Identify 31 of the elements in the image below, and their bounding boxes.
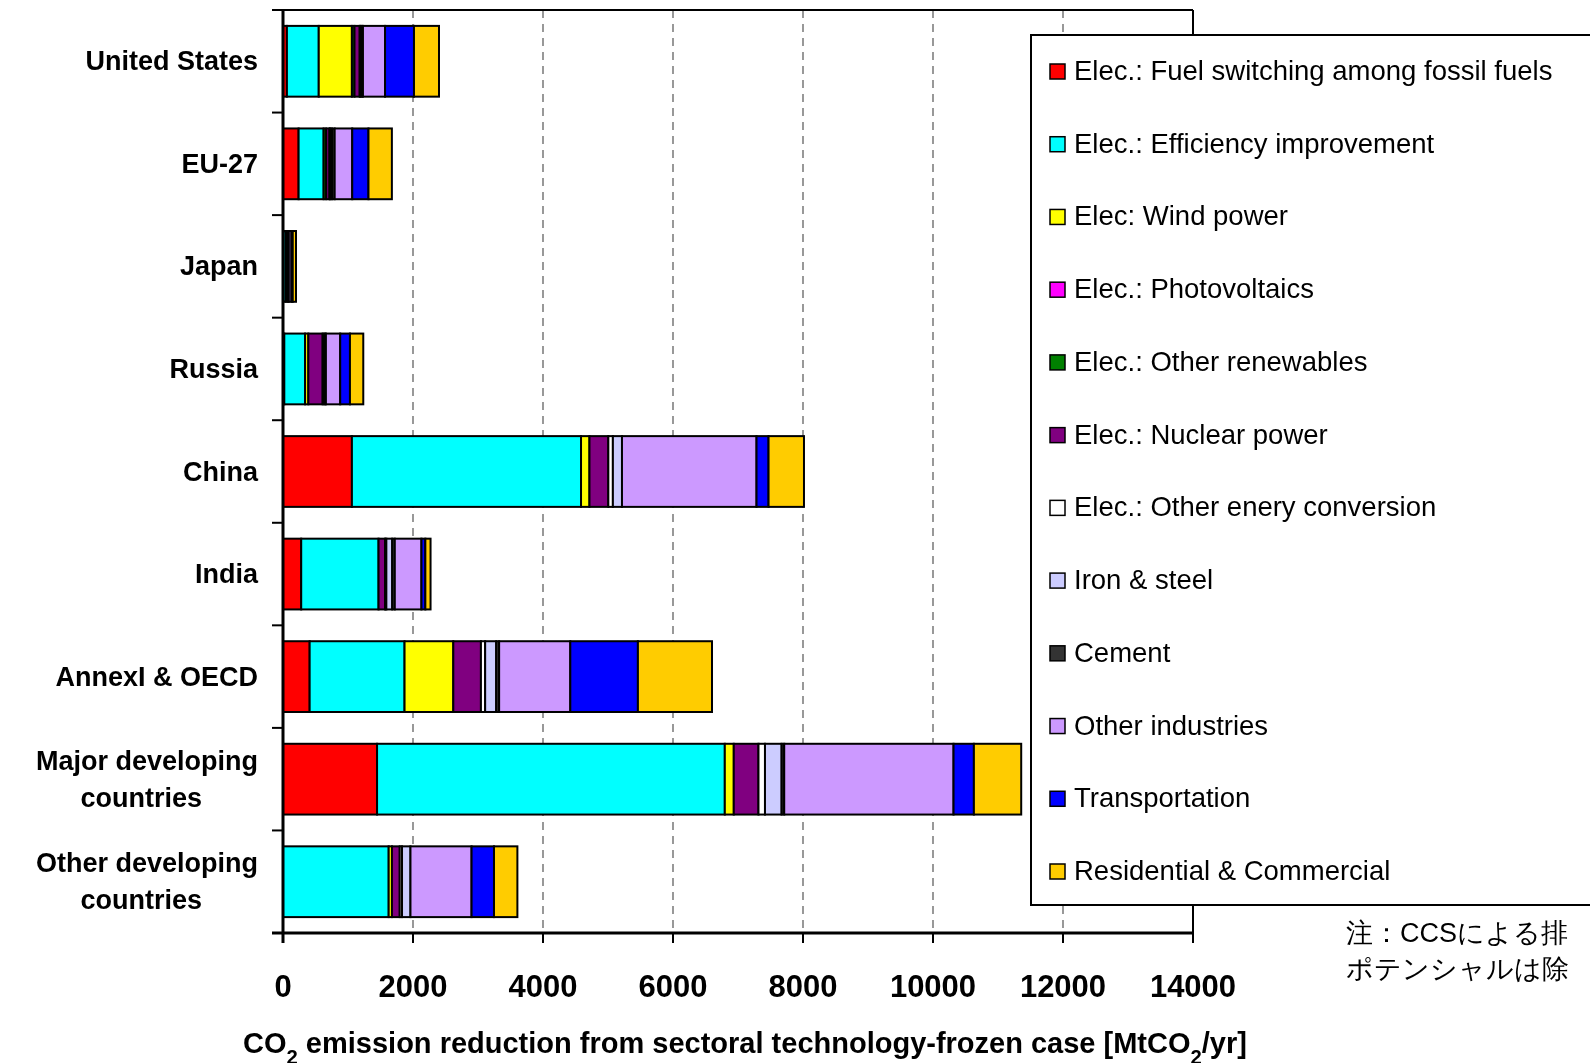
legend-label: Residential & Commercial: [1074, 855, 1391, 886]
text: ポテンシャルは除: [1346, 954, 1569, 984]
y-tick-label: China: [182, 456, 259, 487]
x-tick-label: 14000: [1149, 969, 1237, 1004]
x-tick-label: 10000: [889, 969, 977, 1004]
legend-label: Elec.: Efficiency improvement: [1074, 127, 1435, 159]
legend-label: Transportation: [1074, 782, 1251, 814]
legend-label: Cement: [1074, 636, 1171, 668]
legend-label: Elec.: Other enery conversion: [1074, 491, 1437, 523]
x-tick-label: 8000: [768, 969, 838, 1004]
x-tick-label: 0: [274, 969, 292, 1004]
x-tick-label: 6000: [638, 969, 708, 1004]
text: 注：CCSによる排: [1346, 918, 1569, 948]
x-tick-label: 2000: [378, 969, 448, 1004]
x-tick-label: 12000: [1019, 969, 1107, 1004]
legend-label: Elec.: Fuel switching among fossil fuels: [1074, 55, 1553, 86]
legend-label: Iron & steel: [1074, 564, 1214, 596]
legend-label: Elec.: Photovoltaics: [1074, 273, 1314, 305]
x-tick-label: 4000: [508, 969, 578, 1004]
y-tick-label: EU-27: [181, 148, 258, 179]
legend-label: Other industries: [1074, 709, 1269, 741]
y-tick-label: Major developing countries: [35, 745, 258, 813]
y-tick-label: Japan: [179, 251, 258, 282]
y-tick-label: Russia: [169, 353, 259, 384]
legend-label: Elec.: Other renewables: [1074, 345, 1368, 377]
y-tick-label: India: [194, 559, 259, 590]
legend-label: Elec.: Nuclear power: [1074, 418, 1328, 450]
y-tick-label: AnnexI & OECD: [55, 661, 258, 692]
legend-label: Elec: Wind power: [1074, 200, 1288, 232]
y-tick-label: United States: [85, 46, 258, 77]
y-tick-label: Other developing countries: [35, 848, 258, 916]
